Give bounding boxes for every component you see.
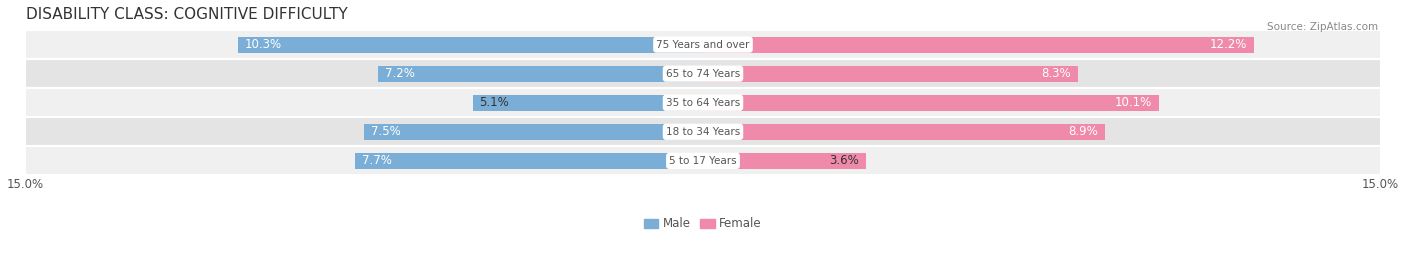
Text: 7.5%: 7.5% — [371, 125, 401, 138]
Bar — [364, 124, 703, 140]
Bar — [378, 66, 703, 82]
Text: 8.3%: 8.3% — [1042, 67, 1071, 80]
Bar — [25, 30, 1381, 59]
Text: 10.1%: 10.1% — [1115, 96, 1153, 109]
Bar — [703, 95, 1159, 111]
Text: 12.2%: 12.2% — [1211, 38, 1247, 51]
Text: 7.7%: 7.7% — [361, 154, 392, 167]
Text: DISABILITY CLASS: COGNITIVE DIFFICULTY: DISABILITY CLASS: COGNITIVE DIFFICULTY — [25, 7, 347, 22]
Bar — [25, 59, 1381, 88]
Text: 3.6%: 3.6% — [830, 154, 859, 167]
Text: Source: ZipAtlas.com: Source: ZipAtlas.com — [1267, 22, 1378, 32]
Text: 5.1%: 5.1% — [479, 96, 509, 109]
Text: 35 to 64 Years: 35 to 64 Years — [666, 98, 740, 108]
Bar — [703, 153, 866, 169]
Text: 5 to 17 Years: 5 to 17 Years — [669, 156, 737, 166]
Text: 75 Years and over: 75 Years and over — [657, 40, 749, 50]
Bar — [25, 88, 1381, 117]
Text: 65 to 74 Years: 65 to 74 Years — [666, 69, 740, 79]
Bar — [25, 117, 1381, 146]
Text: 7.2%: 7.2% — [385, 67, 415, 80]
Bar — [703, 66, 1078, 82]
Bar — [472, 95, 703, 111]
Bar — [703, 37, 1254, 53]
Bar — [25, 146, 1381, 176]
Bar — [356, 153, 703, 169]
Text: 18 to 34 Years: 18 to 34 Years — [666, 127, 740, 137]
Legend: Male, Female: Male, Female — [640, 212, 766, 235]
Bar — [238, 37, 703, 53]
Bar — [703, 124, 1105, 140]
Text: 8.9%: 8.9% — [1069, 125, 1098, 138]
Text: 10.3%: 10.3% — [245, 38, 281, 51]
